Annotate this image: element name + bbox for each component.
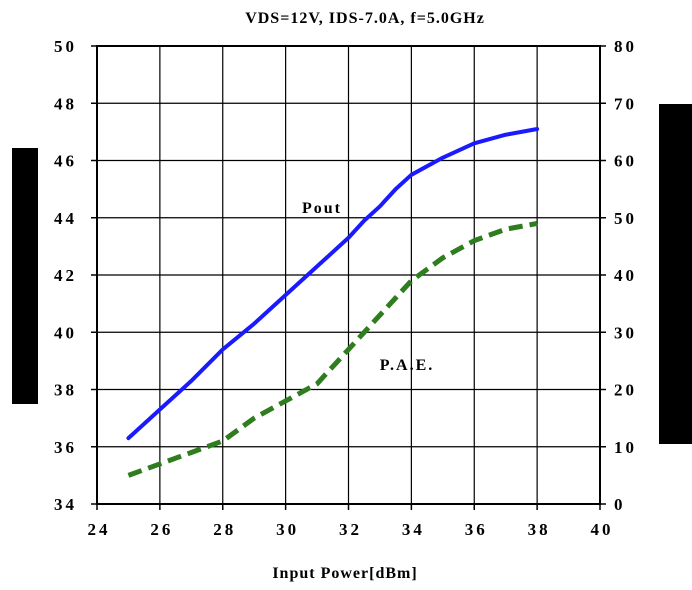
pout-annotation: Pout [302,200,342,217]
y2-tick-label: 80 [614,37,637,56]
chart-title: VDS=12V, IDS-7.0A, f=5.0GHz [245,10,485,27]
y2-tick-label: 40 [614,266,637,285]
x-tick-label: 28 [213,520,236,539]
x-tick-label: 26 [150,520,173,539]
y-tick-label: 50 [54,37,77,56]
y-tick-label: 34 [54,495,77,514]
y-tick-label: 40 [54,323,77,342]
y2-tick-label: 10 [614,438,637,457]
x-tick-label: 30 [276,520,299,539]
x-tick-label: 38 [528,520,551,539]
x-tick-label: 32 [339,520,362,539]
axes [91,45,606,510]
pae-annotation: P.A.E. [380,357,435,374]
y2-tick-label: 50 [614,209,637,228]
y-tick-label: 46 [54,152,77,171]
gridlines [97,46,600,504]
left-axis-label-redaction [12,148,38,404]
pae-series-line [127,221,538,478]
x-tick-label: 24 [88,520,111,539]
x-tick-label: 36 [465,520,488,539]
tick-labels: 24 26 28 30 32 34 36 38 40 34 36 38 40 42 44 46 48 50 0 10 2… [54,37,637,539]
y2-tick-label: 60 [614,152,637,171]
y2-tick-label: 30 [614,323,637,342]
x-tick-label: 34 [402,520,425,539]
x-tick-label: 40 [591,520,614,539]
y2-tick-label: 20 [614,381,637,400]
y-tick-label: 36 [54,438,77,457]
x-axis-label: Input Power[dBm] [272,565,417,582]
pout-series-line [126,127,540,441]
y-tick-label: 42 [54,266,77,285]
series [126,127,540,478]
y-tick-label: 48 [54,94,77,113]
y2-tick-label: 0 [614,495,626,514]
right-axis-label-redaction [659,104,692,444]
y-tick-label: 38 [54,381,77,400]
y2-tick-label: 70 [614,94,637,113]
y-tick-label: 44 [54,209,77,228]
